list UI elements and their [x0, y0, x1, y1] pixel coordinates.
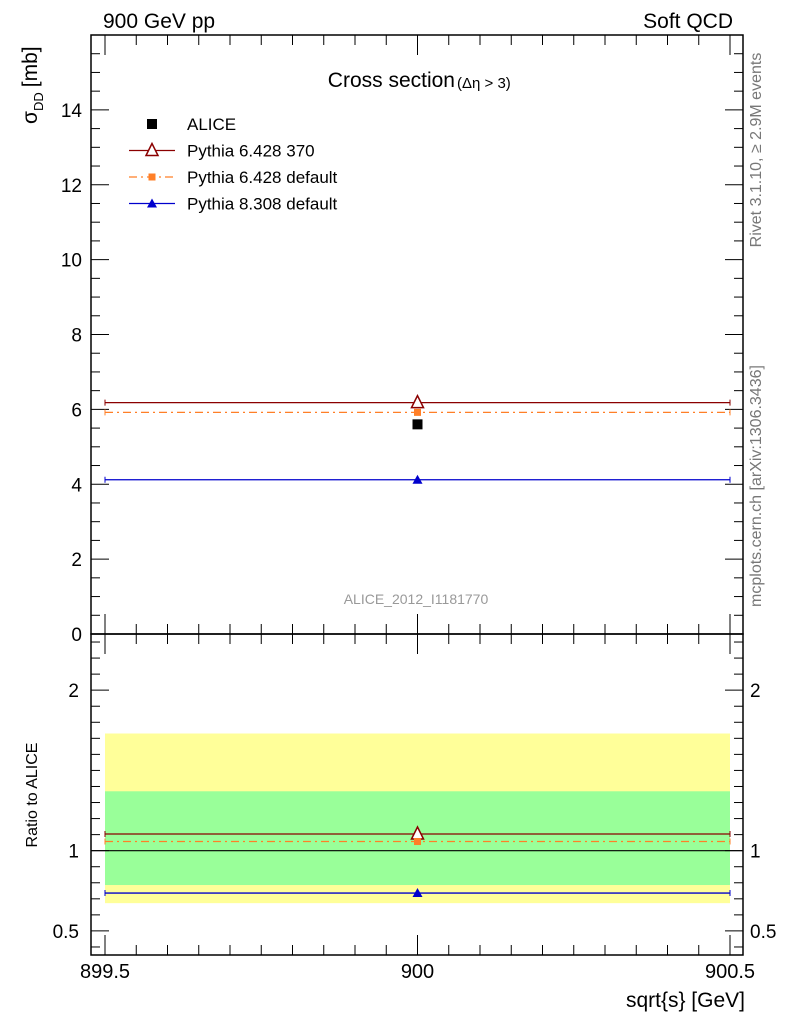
svg-text:σDD[mb]: σDD [mb] — [19, 46, 46, 124]
main-title: Cross section — [328, 69, 455, 92]
main-axis-ticks: 0 2 4 6 8 10 12 14 — [61, 34, 743, 646]
analysis-annotation: ALICE_2012_I1181770 — [344, 591, 489, 607]
data-point-3 — [412, 474, 423, 484]
legend-marker-0 — [147, 119, 157, 129]
rivet-info-label: Rivet 3.1.10, ≥ 2.9M events — [748, 53, 765, 248]
x-tick-label: 900.5 — [705, 961, 755, 983]
legend-marker-3 — [147, 198, 157, 208]
y-tick-label: 8 — [71, 326, 82, 347]
y-tick-label: 10 — [61, 251, 82, 272]
x-axis-title: sqrt{s} [GeV] — [626, 989, 745, 1012]
y-tick-label: 0 — [71, 625, 82, 646]
legend-marker-1 — [144, 141, 160, 157]
ratio-y-tick-label-left: 2 — [68, 681, 79, 702]
header-right-label: Soft QCD — [643, 10, 733, 33]
main-title-condition: (Δη > 3) — [457, 75, 511, 92]
x-tick-label: 900 — [401, 961, 434, 983]
y-axis-subscript: DD — [31, 92, 46, 111]
y-tick-label: 6 — [71, 400, 82, 421]
data-point-1 — [410, 393, 425, 409]
ratio-y-tick-label-right: 1 — [750, 842, 761, 863]
ratio-y-axis-title: Ratio to ALICE — [24, 743, 41, 848]
ratio-series-group — [104, 825, 731, 898]
y-tick-label: 4 — [71, 475, 82, 496]
y-tick-label: 12 — [61, 176, 82, 197]
ratio-y-tick-label-right: 0.5 — [750, 922, 776, 943]
ratio-y-tick-label-left: 0.5 — [53, 922, 79, 943]
ratio-axis-ticks: 0.5 0.5 1 1 2 2 899.5 900 900.5 — [53, 634, 776, 983]
y-tick-label: 2 — [71, 550, 82, 571]
x-tick-label: 899.5 — [80, 961, 130, 983]
legend-label-2: Pythia 6.428 default — [187, 168, 338, 187]
ratio-bands — [91, 733, 743, 904]
y-tick-label: 14 — [61, 101, 83, 122]
legend-label-0: ALICE — [187, 115, 236, 134]
data-point-0 — [412, 419, 423, 430]
main-series-group — [104, 393, 731, 484]
main-panel: 0 2 4 6 8 10 12 14 Cross section (Δη > 3) σDD [m… — [19, 34, 744, 646]
ratio-point-2 — [412, 888, 423, 898]
ratio-y-tick-label-right: 2 — [750, 681, 761, 702]
legend: ALICE Pythia 6.428 370 Pythia 6.428 defaul… — [129, 115, 338, 214]
legend-label-3: Pythia 8.308 default — [187, 195, 338, 214]
legend-marker-2 — [148, 173, 156, 181]
source-info-label: mcplots.cern.ch [arXiv:1306.3436] — [748, 365, 765, 607]
ratio-point-1 — [414, 838, 421, 846]
y-axis-symbol: σ — [19, 111, 42, 124]
y-axis-unit: [mb] — [19, 46, 42, 87]
data-point-2 — [414, 408, 421, 416]
header-left-label: 900 GeV pp — [103, 10, 215, 33]
ratio-y-tick-label-left: 1 — [68, 842, 79, 863]
main-y-axis-title: σDD [mb] — [19, 46, 46, 124]
ratio-panel: 0.5 0.5 1 1 2 2 899.5 900 900.5 Ratio to ALICE s… — [24, 633, 776, 1012]
legend-label-1: Pythia 6.428 370 — [187, 142, 315, 161]
